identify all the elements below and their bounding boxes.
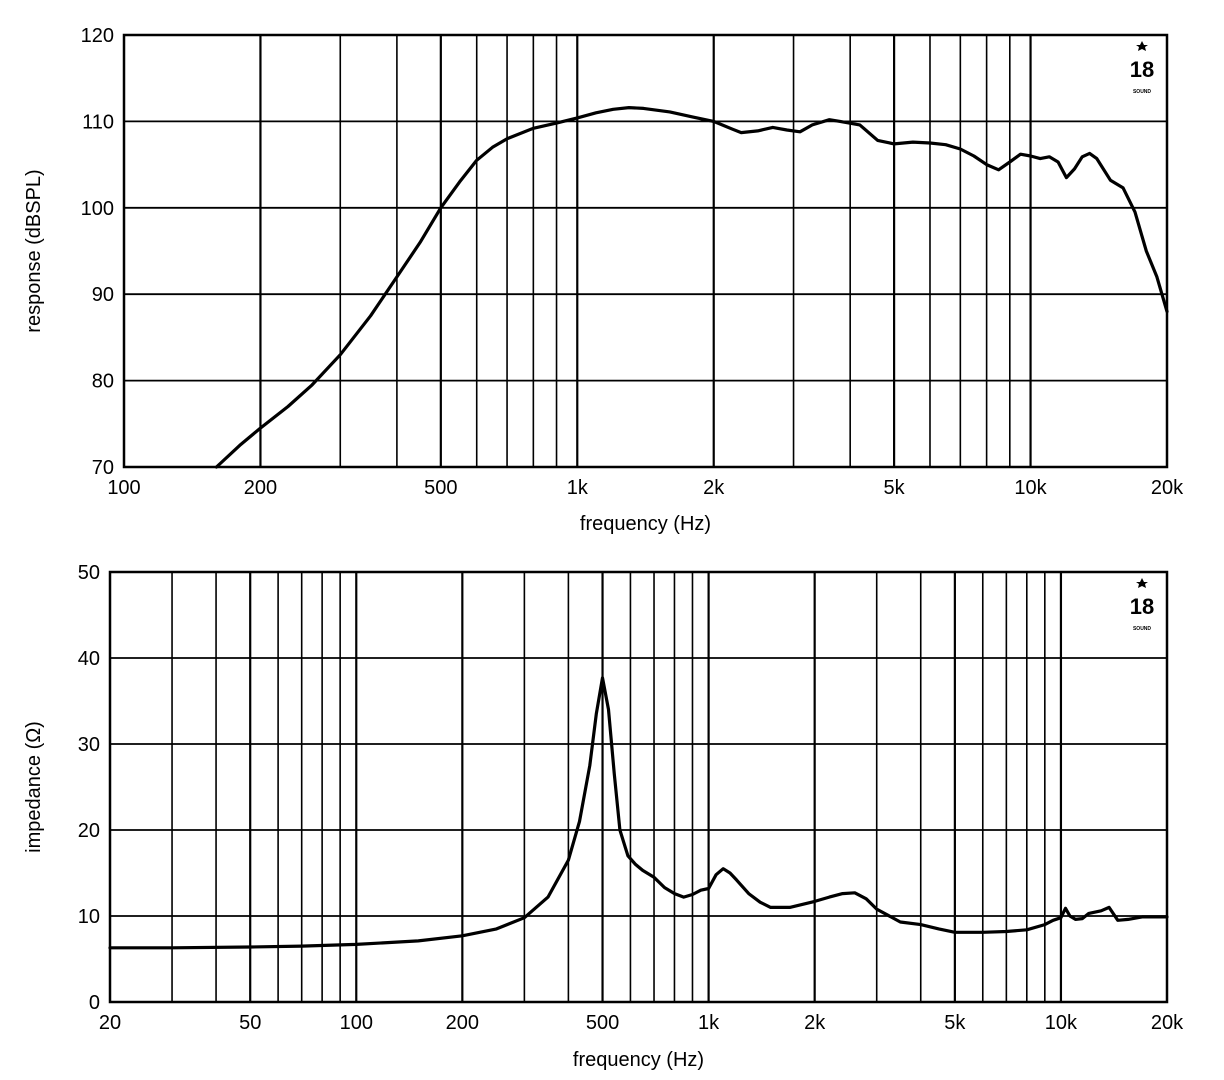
- x-tick-label: 100: [107, 477, 140, 499]
- x-tick-label: 2k: [804, 1012, 826, 1034]
- x-tick-label: 10k: [1014, 477, 1047, 499]
- plot-frame: [108, 570, 1169, 1004]
- y-tick-label: 40: [78, 648, 100, 670]
- y-axis-label: impedance (Ω): [23, 721, 45, 853]
- x-tick-label: 200: [244, 477, 277, 499]
- data-series-line: [214, 106, 1169, 469]
- star-icon: [1136, 41, 1148, 51]
- logo-name: SOUND: [1133, 89, 1151, 95]
- logo-name: SOUND: [1133, 626, 1151, 632]
- y-tick-label: 80: [92, 371, 114, 393]
- y-tick-label: 100: [81, 198, 114, 220]
- x-tick-label: 20k: [1151, 477, 1184, 499]
- x-tick-label: 200: [446, 1012, 479, 1034]
- x-tick-label: 100: [340, 1012, 373, 1034]
- brand-logo: 18 SOUND: [1130, 578, 1154, 632]
- x-tick-label: 20k: [1151, 1012, 1184, 1034]
- plot-frame: [122, 33, 1169, 469]
- grid-lines: [110, 572, 1167, 1002]
- grid-lines: [124, 35, 1167, 467]
- x-tick-label: 10k: [1045, 1012, 1078, 1034]
- y-tick-label: 30: [78, 734, 100, 756]
- y-axis-label: response (dBSPL): [23, 169, 45, 332]
- x-tick-label: 2k: [703, 477, 725, 499]
- star-icon: [1136, 578, 1148, 588]
- x-tick-label: 500: [424, 477, 457, 499]
- y-tick-label: 50: [78, 562, 100, 584]
- x-tick-label: 1k: [567, 477, 589, 499]
- y-tick-label: 70: [92, 457, 114, 479]
- data-series-line: [108, 676, 1169, 950]
- x-tick-label: 5k: [884, 477, 906, 499]
- x-tick-label: 5k: [944, 1012, 966, 1034]
- y-tick-label: 20: [78, 820, 100, 842]
- response-chart: 70 80 90 100 110 120 100 200 500 1k 2k 5k 10k 20k freq…: [23, 25, 1184, 535]
- y-tick-label: 0: [89, 992, 100, 1014]
- x-tick-label: 500: [586, 1012, 619, 1034]
- x-tick-label: 1k: [698, 1012, 720, 1034]
- y-tick-label: 90: [92, 284, 114, 306]
- logo-number: 18: [1130, 57, 1154, 82]
- y-tick-label: 10: [78, 906, 100, 928]
- x-axis-label: frequency (Hz): [580, 513, 711, 535]
- brand-logo: 18 SOUND: [1130, 41, 1154, 95]
- impedance-chart: 0 10 20 30 40 50 20 50 100 200 500 1k 2k 5k 10k 20k freq…: [23, 562, 1184, 1071]
- x-axis-label: frequency (Hz): [573, 1049, 704, 1071]
- x-tick-label: 50: [239, 1012, 261, 1034]
- y-tick-label: 110: [82, 111, 114, 133]
- logo-number: 18: [1130, 594, 1154, 619]
- x-tick-label: 20: [99, 1012, 121, 1034]
- y-tick-label: 120: [81, 25, 114, 47]
